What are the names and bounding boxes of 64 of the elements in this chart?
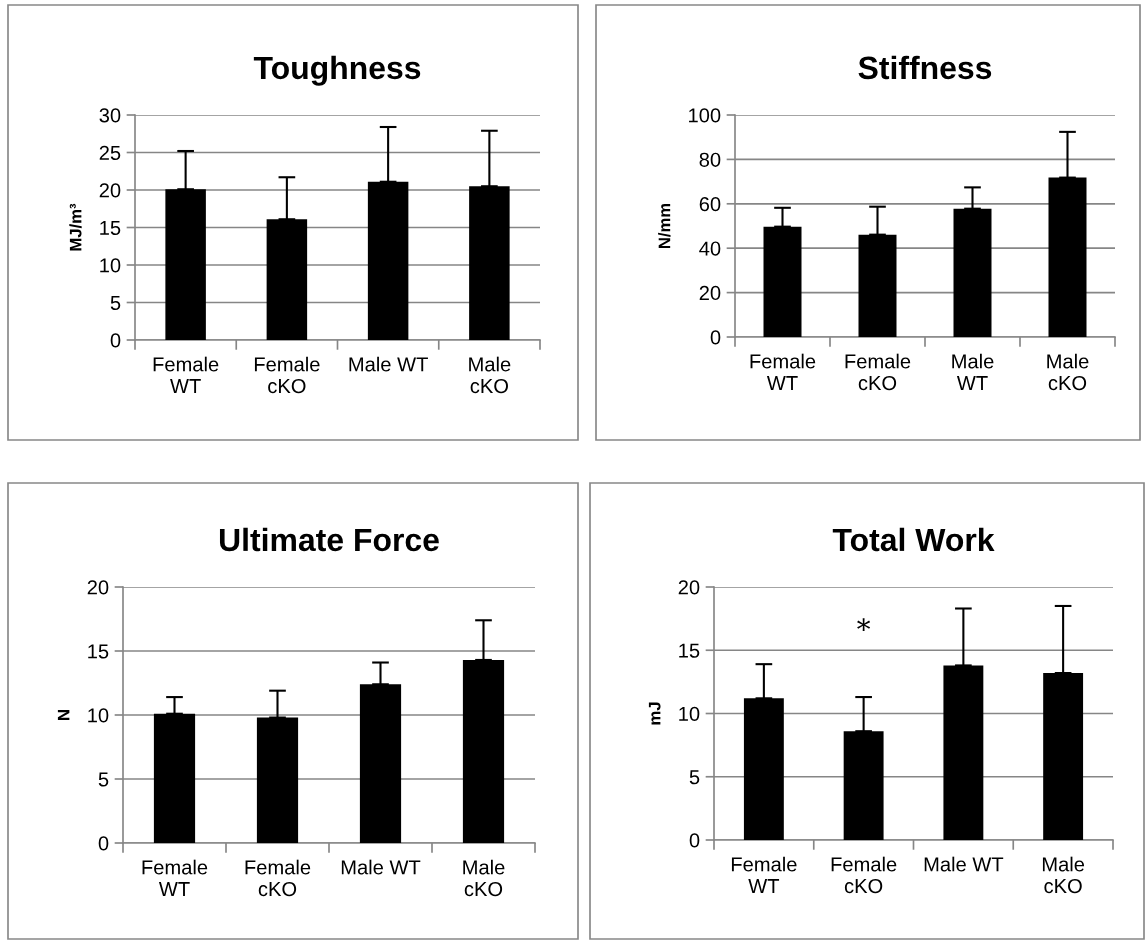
bar xyxy=(858,234,897,337)
bar xyxy=(469,186,510,340)
y-tick-label: 15 xyxy=(100,220,121,235)
y-tick-label: 15 xyxy=(679,643,700,658)
bar xyxy=(843,731,884,840)
y-tick-label: 30 xyxy=(99,108,121,123)
x-tick-label: Female cKO xyxy=(245,859,311,897)
x-tick-label: Female cKO xyxy=(845,353,911,391)
chart-title: Ultimate Force xyxy=(219,527,439,552)
bar xyxy=(1048,177,1087,337)
y-tick-label: 0 xyxy=(710,330,721,345)
chart-title: Total Work xyxy=(832,527,995,552)
y-tick-label: 100 xyxy=(689,108,721,123)
bar xyxy=(256,717,299,843)
y-tick-label: 40 xyxy=(699,241,721,256)
bar xyxy=(743,698,784,840)
y-tick-label: 20 xyxy=(678,580,700,595)
y-tick-label: 20 xyxy=(87,580,109,595)
y-tick-label: 20 xyxy=(99,183,121,198)
y-axis-title: N/mm xyxy=(658,203,671,249)
x-tick-label: Female cKO xyxy=(254,356,320,394)
bar xyxy=(165,189,206,340)
x-tick-label: Female WT xyxy=(731,856,797,893)
y-tick-label: 10 xyxy=(88,708,109,723)
y-tick-label: 0 xyxy=(98,836,109,851)
bar xyxy=(462,659,505,843)
y-axis-title: MJ/m³ xyxy=(69,203,82,251)
y-tick-label: 5 xyxy=(689,770,700,785)
x-tick-label: Female cKO xyxy=(831,856,897,894)
bar xyxy=(943,665,984,840)
x-tick-label: Female WT xyxy=(750,353,816,390)
x-tick-label: Male WT xyxy=(952,353,994,390)
bar xyxy=(367,181,409,340)
bar xyxy=(153,713,196,843)
y-axis-title: N xyxy=(57,710,70,720)
y-tick-label: 60 xyxy=(699,197,721,212)
bar xyxy=(359,684,402,843)
bar xyxy=(953,208,992,337)
bar xyxy=(763,226,802,337)
chart-title: Stiffness xyxy=(858,55,992,80)
y-axis-title: mJ xyxy=(648,702,661,725)
y-tick-label: 20 xyxy=(699,285,721,301)
bar xyxy=(1043,673,1084,840)
y-tick-label: 0 xyxy=(110,333,121,348)
x-tick-label: Male cKO xyxy=(1042,856,1085,894)
y-tick-label: 80 xyxy=(699,152,721,167)
x-tick-label: Male cKO xyxy=(469,356,511,394)
y-tick-label: 10 xyxy=(100,258,121,273)
x-tick-label: Male cKO xyxy=(463,859,505,897)
bar xyxy=(266,219,308,340)
y-tick-label: 5 xyxy=(110,295,121,310)
annotation: * xyxy=(857,618,871,631)
x-tick-label: Female WT xyxy=(142,859,208,896)
x-tick-label: Male WT xyxy=(349,356,428,372)
x-tick-label: Male WT xyxy=(924,856,1004,872)
x-tick-label: Male cKO xyxy=(1047,353,1089,391)
y-tick-label: 15 xyxy=(88,644,109,659)
y-tick-label: 25 xyxy=(99,145,121,160)
x-tick-label: Male WT xyxy=(341,859,421,875)
y-tick-label: 0 xyxy=(689,833,700,848)
x-tick-label: Female WT xyxy=(153,356,219,393)
chart-title: Toughness xyxy=(253,55,421,86)
y-tick-label: 5 xyxy=(98,772,109,787)
y-tick-label: 10 xyxy=(679,706,700,721)
